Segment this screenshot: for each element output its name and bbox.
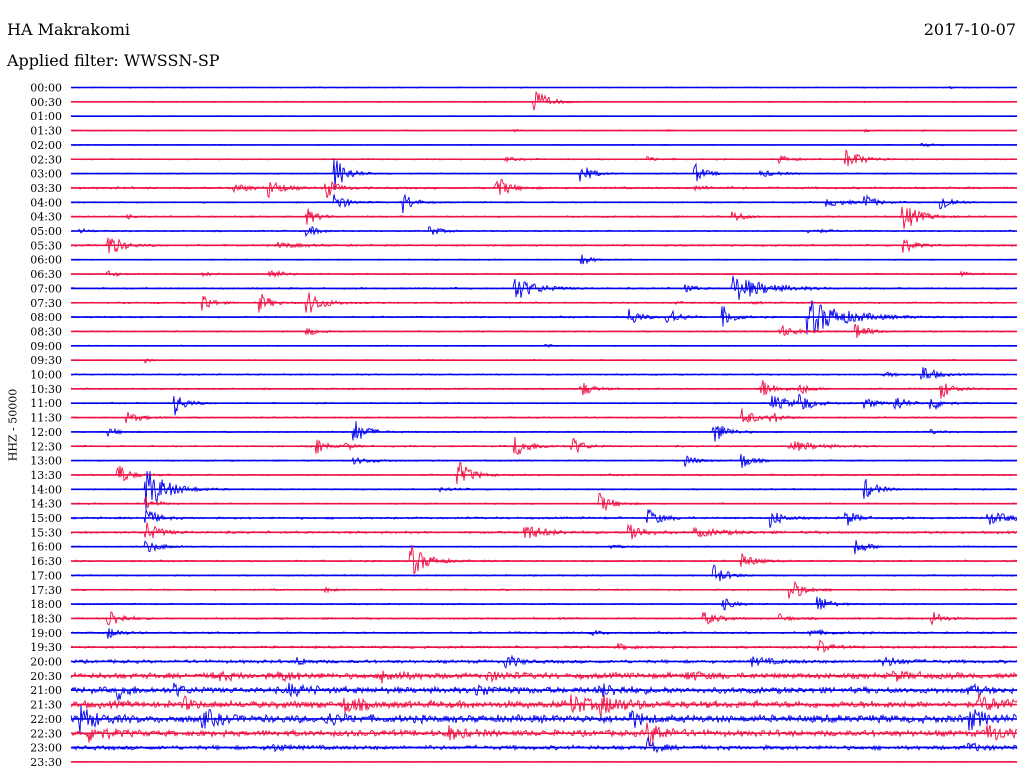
seismic-trace-1130 <box>70 408 1018 424</box>
seismic-trace-2100 <box>70 682 1018 702</box>
time-tick-label: 04:00 <box>30 196 62 209</box>
time-tick-label: 02:30 <box>30 153 62 166</box>
time-tick-label: 13:30 <box>30 469 62 482</box>
time-tick-label: 20:30 <box>30 670 62 683</box>
time-tick-label: 20:00 <box>30 656 62 669</box>
seismic-trace-1430 <box>70 492 1018 512</box>
time-tick-label: 12:30 <box>30 440 62 453</box>
time-tick-label: 23:30 <box>30 756 62 769</box>
time-tick-label: 03:30 <box>30 182 62 195</box>
seismic-trace-2300 <box>70 736 1018 754</box>
time-tick-label: 17:00 <box>30 569 62 582</box>
time-tick-label: 09:00 <box>30 340 62 353</box>
time-tick-label: 12:00 <box>30 426 62 439</box>
time-tick-label: 10:30 <box>30 383 62 396</box>
seismic-trace-1530 <box>70 522 1018 540</box>
time-tick-label: 16:30 <box>30 555 62 568</box>
time-tick-label: 17:30 <box>30 584 62 597</box>
time-tick-label: 19:30 <box>30 641 62 654</box>
time-tick-label: 02:00 <box>30 139 62 152</box>
seismic-trace-1100 <box>70 393 1018 416</box>
time-tick-label: 03:00 <box>30 168 62 181</box>
time-tick-label: 10:00 <box>30 369 62 382</box>
time-tick-label: 01:00 <box>30 110 62 123</box>
seismic-trace-1800 <box>71 596 1018 611</box>
time-tick-label: 19:00 <box>30 627 62 640</box>
seismic-trace-1930 <box>70 638 1018 653</box>
time-tick-label: 13:00 <box>30 455 62 468</box>
time-tick-label: 01:30 <box>30 125 62 138</box>
seismic-trace-0230 <box>70 149 1018 167</box>
seismic-trace-1630 <box>70 545 1018 575</box>
time-tick-label: 00:00 <box>30 82 62 95</box>
time-tick-label: 07:30 <box>30 297 62 310</box>
time-tick-label: 09:30 <box>30 354 62 367</box>
seismic-trace-1330 <box>70 460 1018 485</box>
seismic-trace-1700 <box>70 564 1018 582</box>
time-tick-label: 11:30 <box>30 412 62 425</box>
seismic-trace-0300 <box>70 159 1018 190</box>
time-tick-label: 08:30 <box>30 325 62 338</box>
time-tick-label: 11:00 <box>30 397 62 410</box>
date-label: 2017-10-07 <box>923 20 1016 39</box>
seismic-trace-1400 <box>71 471 1018 511</box>
filter-label: Applied filter: WWSSN-SP <box>7 51 220 70</box>
time-tick-label: 18:30 <box>30 612 62 625</box>
seismic-trace-0030 <box>70 91 1018 111</box>
seismic-trace-2200 <box>70 705 1018 734</box>
time-tick-label: 14:30 <box>30 498 62 511</box>
seismic-trace-0430 <box>70 206 1018 229</box>
time-tick-label: 06:30 <box>30 268 62 281</box>
time-tick-label: 14:00 <box>30 483 62 496</box>
time-tick-label: 00:30 <box>30 96 62 109</box>
time-tick-label: 05:30 <box>30 239 62 252</box>
time-tick-label: 23:00 <box>30 742 62 755</box>
time-tick-label: 22:00 <box>30 713 62 726</box>
time-tick-label: 22:30 <box>30 727 62 740</box>
station-title: HA Makrakomi <box>7 20 131 39</box>
time-tick-label: 15:00 <box>30 512 62 525</box>
time-tick-label: 05:00 <box>30 225 62 238</box>
seismic-trace-2030 <box>70 670 1018 684</box>
seismic-trace-1000 <box>70 367 1018 381</box>
time-tick-label: 21:30 <box>30 699 62 712</box>
time-tick-label: 06:00 <box>30 254 62 267</box>
time-tick-label: 16:00 <box>30 541 62 554</box>
time-tick-label: 18:00 <box>30 598 62 611</box>
time-tick-label: 21:00 <box>30 684 62 697</box>
seismic-trace-0400 <box>70 193 1018 214</box>
time-tick-label: 08:00 <box>30 311 62 324</box>
time-tick-label: 15:30 <box>30 526 62 539</box>
time-tick-label: 04:30 <box>30 211 62 224</box>
time-tick-label: 07:00 <box>30 282 62 295</box>
